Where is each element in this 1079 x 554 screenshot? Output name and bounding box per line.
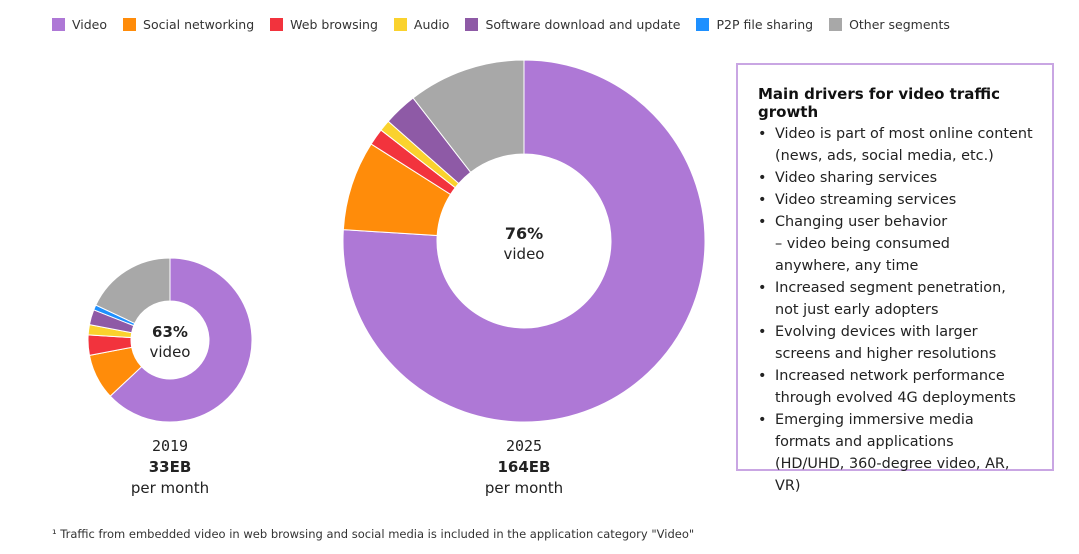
- legend-item: Social networking: [123, 17, 254, 32]
- donut-2019-slice-other-segments: [95, 257, 171, 325]
- donut-2019-center-label: video: [149, 343, 191, 361]
- legend-item: Web browsing: [270, 17, 378, 32]
- donut-2025-slice-other-segments: [412, 59, 525, 173]
- legend-swatch: [123, 18, 137, 31]
- legend-swatch: [465, 18, 479, 31]
- legend-item: Other segments: [829, 17, 950, 32]
- bullet-icon: •: [758, 280, 767, 296]
- driver-item: • Evolving devices with larger screens and…: [758, 321, 1036, 365]
- donut-2019-slice-video: [109, 257, 253, 423]
- driver-item: • Video sharing services: [758, 167, 1036, 189]
- legend-label: Social networking: [143, 17, 255, 32]
- driver-item-line: – video being consumed: [775, 236, 950, 252]
- driver-item-line: formats and applications: [775, 434, 954, 450]
- donut-2025-center-value: 76%: [504, 224, 544, 243]
- legend-label: Other segments: [849, 17, 950, 32]
- driver-item: • Changing user behavior – video being con…: [758, 211, 1036, 277]
- drivers-list: • Video is part of most online content (ne…: [758, 123, 1036, 497]
- bullet-icon: •: [758, 126, 767, 142]
- legend-item: P2P file sharing: [696, 17, 813, 32]
- donut-2019-year: 2019: [151, 437, 189, 455]
- driver-item-line: Increased segment penetration,: [775, 280, 1006, 296]
- legend-item: Software download and update: [465, 17, 680, 32]
- driver-item-line: anywhere, any time: [775, 258, 919, 274]
- donut-2019-center-value: 63%: [152, 323, 188, 341]
- donut-2019-total: 33EB: [148, 458, 192, 476]
- legend-item: Audio: [393, 17, 450, 32]
- driver-item: • Video is part of most online content (ne…: [758, 123, 1036, 167]
- driver-item: • Video streaming services: [758, 189, 1036, 211]
- legend-swatch: [270, 18, 284, 31]
- driver-item-line: through evolved 4G deployments: [775, 390, 1016, 406]
- legend-item: Video: [52, 17, 107, 32]
- driver-item-line: screens and higher resolutions: [775, 346, 997, 362]
- legend-label: P2P file sharing: [716, 17, 814, 32]
- driver-item-line: (news, ads, social media, etc.): [775, 148, 994, 164]
- driver-item-line: Emerging immersive media: [775, 412, 974, 428]
- donut-2025-total: 164EB: [497, 458, 551, 476]
- driver-item-line: not just early adopters: [775, 302, 939, 318]
- driver-item-line: Video sharing services: [775, 170, 938, 186]
- donut-2025-year: 2025: [505, 437, 543, 455]
- donut-2019-caption: 2019 33EB per month: [95, 436, 245, 499]
- driver-item-line: (HD/UHD, 360-degree video, AR, VR): [775, 456, 1010, 494]
- legend-swatch: [393, 18, 407, 31]
- donut-2025-center-label: video: [503, 245, 545, 263]
- bullet-icon: •: [758, 170, 767, 186]
- driver-item-line: Increased network performance: [775, 368, 1005, 384]
- chart-legend: Video Social networking Web browsing Audio S…: [52, 17, 966, 32]
- driver-item-line: Changing user behavior: [775, 214, 948, 230]
- legend-label: Audio: [413, 17, 450, 32]
- bullet-icon: •: [758, 412, 767, 428]
- legend-swatch: [829, 18, 843, 31]
- donut-2019-unit: per month: [130, 479, 210, 497]
- donut-2025-unit: per month: [484, 479, 564, 497]
- bullet-icon: •: [758, 368, 767, 384]
- driver-item: • Increased network performance through ev…: [758, 365, 1036, 409]
- legend-swatch: [52, 18, 65, 31]
- legend-label: Video: [72, 17, 108, 32]
- bullet-icon: •: [758, 192, 767, 208]
- driver-item: • Emerging immersive media formats and app…: [758, 409, 1036, 497]
- donut-2025-slice-video: [342, 59, 706, 423]
- driver-item-line: Video is part of most online content: [775, 126, 1033, 142]
- driver-item: • Increased segment penetration, not just …: [758, 277, 1036, 321]
- bullet-icon: •: [758, 214, 767, 230]
- drivers-title: Main drivers for video traffic growth: [758, 85, 1000, 121]
- legend-label: Web browsing: [290, 17, 378, 32]
- legend-label: Software download and update: [485, 17, 681, 32]
- donut-2025-caption: 2025 164EB per month: [449, 436, 599, 499]
- footnote: ¹ Traffic from embedded video in web bro…: [52, 527, 695, 541]
- legend-swatch: [696, 18, 710, 31]
- driver-item-line: Evolving devices with larger: [775, 324, 978, 340]
- driver-item-line: Video streaming services: [775, 192, 957, 208]
- bullet-icon: •: [758, 324, 767, 340]
- drivers-box: Main drivers for video traffic growth • V…: [736, 63, 1054, 494]
